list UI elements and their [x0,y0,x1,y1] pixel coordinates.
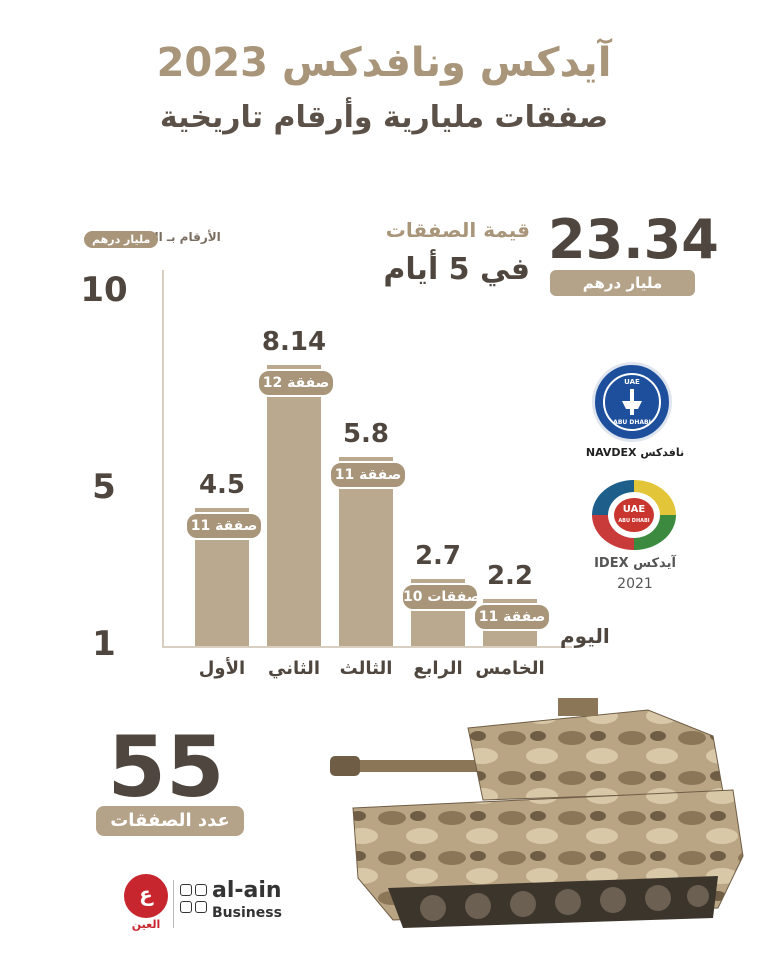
bar-deals-label: 11 صفقة [329,461,407,490]
y-axis-line [162,270,164,648]
bar-deals-label: 11 صفقة [185,512,263,541]
total-value-unit: مليار درهم [550,270,695,296]
instagram-icon[interactable] [180,884,192,896]
bar-value-label: 2.7 [414,541,462,572]
navdex-badge-top: UAE [624,378,640,386]
alain-logo: ع [124,874,168,918]
units-note-unit: مليار درهم [84,231,159,248]
facebook-icon[interactable] [195,901,207,913]
x-tick-label: الثالث [339,658,393,679]
total-value-label-2: في 5 أيام [383,252,530,287]
brand-line1: al-ain [212,878,282,903]
idex-logo: UAE ABU DHABI [592,480,676,550]
idex-year: 2021 [617,576,653,592]
deals-count-number: 55 [107,718,225,816]
y-tick-label: 5 [92,466,116,507]
bar-value-label: 4.5 [198,470,246,501]
tank-muzzle [330,756,360,776]
bar-chart: 10 5 1 4.5 11 صفقة الأول 8.14 12 صفقة الثاني 5.8 1… [60,270,580,690]
bar-value-label: 8.14 [261,327,327,358]
x-axis-line [162,646,572,648]
y-tick-label: 1 [92,624,116,664]
brand-arabic: العين [131,918,161,931]
twitter-icon[interactable] [180,901,192,913]
tank-hatch [558,698,598,716]
x-axis-label: اليوم [560,624,610,648]
bar-value-label: 2.2 [486,560,534,591]
bar [267,365,321,646]
social-icons-2 [180,901,207,913]
brand-line2: Business [212,905,282,921]
bar-deals-label: 10 صفقات [401,583,480,612]
tank-turret [467,709,724,801]
total-value-number: 23.34 [548,208,719,271]
social-icons [180,884,207,896]
x-tick-label: الخامس [475,658,545,679]
navdex-caption: NAVDEX نافدكس [585,446,685,459]
bar-deals-label: 12 صفقة [257,369,335,398]
total-value-label-1: قيمة الصفقات [385,218,530,242]
idex-badge-bottom: ABU DHABI [618,518,650,524]
youtube-icon[interactable] [195,884,207,896]
bar-value-label: 5.8 [342,419,390,450]
x-tick-label: الرابع [413,658,463,679]
page-subtitle: صفقات مليارية وأرقام تاريخية [159,100,609,135]
bar-deals-label: 11 صفقة [473,602,551,631]
deals-count-label: عدد الصفقات [96,806,244,836]
navdex-badge-bottom: ABU DHABI [613,419,651,426]
x-tick-label: الثاني [267,658,320,679]
tank-barrel [338,760,518,772]
x-tick-label: الأول [198,658,246,679]
navdex-logo: UAE ABU DHABI [592,362,672,442]
idex-caption: IDEX آيدكس [594,556,676,571]
y-tick-label: 10 [80,270,128,310]
tank-illustration [330,698,744,928]
units-note-prefix: الأرقام بـ الـ [150,230,221,244]
idex-badge-top: UAE [622,504,646,515]
footer-divider [173,880,174,928]
page-title: آيدكس ونافدكس 2023 [156,40,612,86]
